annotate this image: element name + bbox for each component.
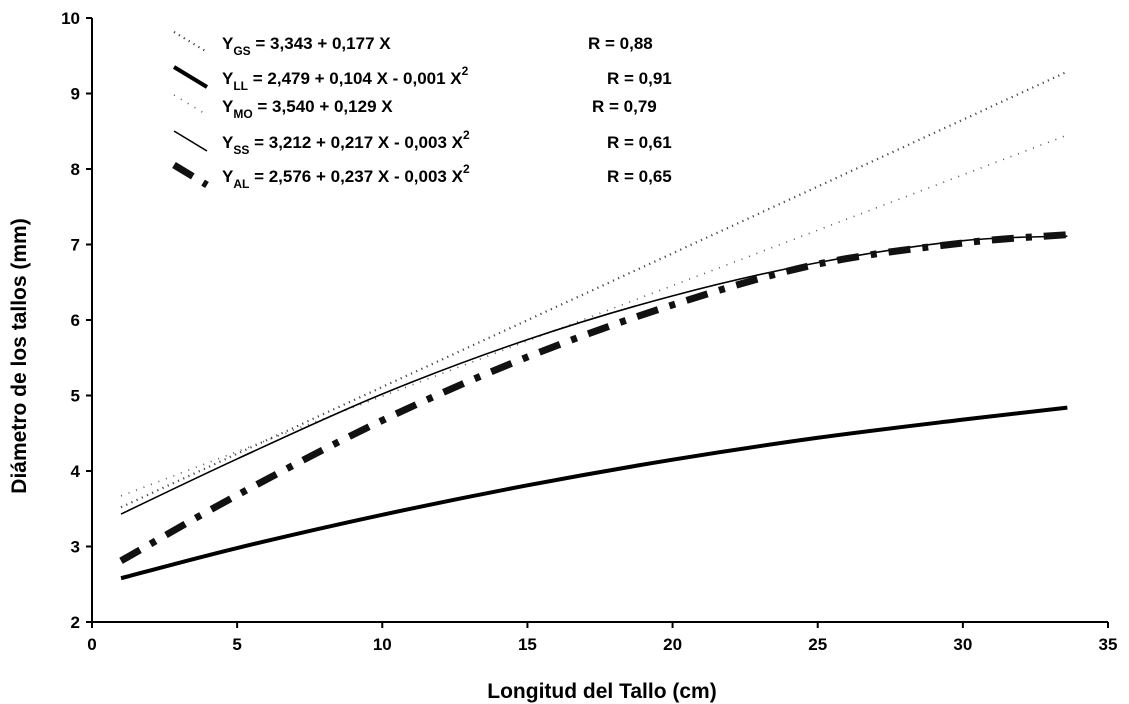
legend-equation-al: YAL = 2,576 + 0,237 X - 0,003 X2 (222, 162, 470, 191)
legend-eq-subscript: SS (233, 143, 249, 157)
x-tick-label: 0 (87, 635, 96, 654)
legend-eq-prefix: Y (222, 34, 234, 53)
legend-r-value-al: R = 0,65 (607, 167, 672, 186)
y-tick-label: 3 (71, 538, 80, 557)
legend-equation-mo: YMO = 3,540 + 0,129 X (222, 97, 393, 121)
legend-eq-subscript: MO (233, 107, 252, 121)
series-line-mo (120, 134, 1068, 497)
legend-eq-body: = 3,540 + 0,129 X (253, 97, 394, 116)
x-tick-label: 25 (808, 635, 827, 654)
legend-swatch-gs (173, 31, 208, 53)
legend-eq-body: = 2,479 + 0,104 X - 0,001 X (248, 69, 462, 88)
legend-swatch-mo (173, 94, 208, 116)
x-tick-label: 30 (953, 635, 972, 654)
legend-swatch-ll (172, 65, 209, 89)
legend-eq-superscript: 2 (463, 128, 470, 142)
legend-r-value-gs: R = 0,88 (588, 34, 653, 53)
x-tick-label: 15 (518, 635, 537, 654)
y-tick-label: 10 (61, 9, 80, 28)
legend-eq-prefix: Y (222, 69, 234, 88)
legend-eq-subscript: AL (233, 177, 249, 191)
legend-eq-body: = 3,343 + 0,177 X (251, 34, 392, 53)
series-lines (119, 70, 1068, 581)
series-line-ss (120, 235, 1068, 515)
y-tick-label: 2 (71, 613, 80, 632)
series-line-al (119, 231, 1068, 564)
legend-swatch-ss (173, 130, 208, 152)
legend-equation-ll: YLL = 2,479 + 0,104 X - 0,001 X2 (222, 64, 469, 93)
legend-swatch-al (172, 162, 209, 188)
x-tick-label: 35 (1099, 635, 1118, 654)
legend-eq-subscript: LL (233, 79, 248, 93)
y-tick-label: 5 (71, 387, 80, 406)
legend-eq-body: = 2,576 + 0,237 X - 0,003 X (249, 167, 463, 186)
legend-equation-gs: YGS = 3,343 + 0,177 X (222, 34, 391, 58)
x-tick-label: 10 (373, 635, 392, 654)
legend-eq-superscript: 2 (462, 64, 469, 78)
legend-eq-prefix: Y (222, 167, 234, 186)
y-tick-label: 8 (71, 160, 80, 179)
legend-eq-prefix: Y (222, 97, 234, 116)
y-tick-label: 4 (71, 462, 81, 481)
legend-r-value-ss: R = 0,61 (607, 133, 672, 152)
y-tick-label: 7 (71, 236, 80, 255)
y-axis-title: Diámetro de los tallos (mm) (8, 218, 31, 493)
legend-r-value-mo: R = 0,79 (592, 97, 657, 116)
x-tick-label: 20 (663, 635, 682, 654)
axes: 0 5 10 15 20 25 30 35 2 3 4 5 6 7 8 9 10 (61, 9, 1117, 654)
y-tick-label: 6 (71, 311, 80, 330)
legend-eq-body: = 3,212 + 0,217 X - 0,003 X (249, 133, 463, 152)
x-tick-label: 5 (232, 635, 241, 654)
legend-eq-prefix: Y (222, 133, 234, 152)
x-axis-title: Longitud del Tallo (cm) (487, 680, 716, 703)
legend-r-value-ll: R = 0,91 (607, 69, 672, 88)
legend-eq-superscript: 2 (463, 162, 470, 176)
series-line-ll (120, 405, 1068, 581)
legend-equation-ss: YSS = 3,212 + 0,217 X - 0,003 X2 (222, 128, 470, 157)
y-tick-label: 9 (71, 85, 80, 104)
legend-eq-subscript: GS (233, 44, 250, 58)
